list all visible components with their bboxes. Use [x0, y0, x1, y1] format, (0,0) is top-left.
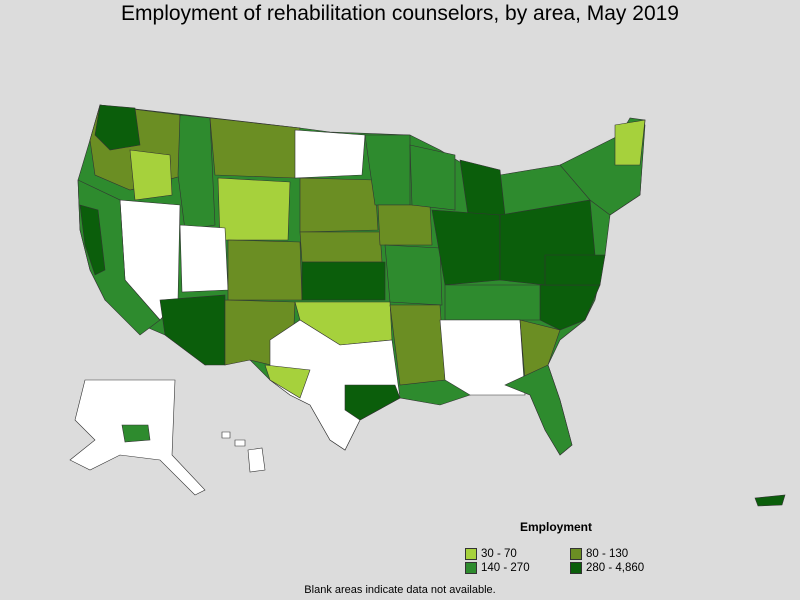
legend-label: 30 - 70 [481, 548, 517, 560]
region-oregon-east [129, 149, 173, 201]
region-virginia-md [544, 254, 606, 286]
footnote: Blank areas indicate data not available. [304, 584, 496, 596]
region-hawaii-3 [247, 447, 266, 473]
region-wyoming [217, 177, 291, 241]
region-texas-west [264, 364, 311, 399]
region-dakotas [299, 177, 379, 233]
region-alaska-south [121, 424, 151, 443]
region-texas [269, 319, 401, 451]
region-michigan [459, 159, 506, 216]
region-washington-west [94, 104, 141, 151]
region-hawaii-1 [221, 431, 231, 439]
map-legend: Employment 30 - 70 80 - 130 140 - 270 28… [460, 520, 660, 580]
legend-item-280-4860: 280 - 4,860 [570, 562, 644, 574]
region-wisconsin [409, 144, 456, 211]
legend-title: Employment [520, 520, 593, 534]
legend-item-80-130: 80 - 130 [570, 548, 628, 560]
legend-label: 280 - 4,860 [586, 562, 645, 574]
legend-label: 80 - 130 [586, 548, 629, 560]
region-iowa [377, 204, 433, 246]
region-idaho [177, 114, 216, 231]
region-arkansas-louisiana [389, 304, 446, 386]
region-florida [504, 364, 573, 456]
region-nebraska [299, 231, 383, 263]
region-california-coast [79, 204, 106, 276]
legend-swatch [570, 562, 582, 574]
region-montana [209, 117, 301, 179]
region-mississippi-alabama [439, 319, 526, 396]
region-maine [614, 119, 646, 166]
region-puerto-rico [754, 494, 786, 507]
legend-swatch [465, 548, 477, 560]
region-kansas [301, 261, 386, 301]
region-colorado [227, 239, 303, 301]
legend-swatch [465, 562, 477, 574]
legend-item-140-270: 140 - 270 [465, 562, 530, 574]
region-montana-east [294, 129, 366, 179]
legend-swatch [570, 548, 582, 560]
region-texas-east [344, 384, 401, 421]
region-missouri [384, 244, 443, 306]
legend-label: 140 - 270 [481, 562, 530, 574]
legend-item-30-70: 30 - 70 [465, 548, 517, 560]
region-arizona [159, 294, 226, 366]
map-title: Employment of rehabilitation counselors,… [121, 2, 679, 25]
region-utah [179, 224, 229, 293]
region-kentucky-tennessee [444, 284, 546, 321]
region-hawaii-2 [234, 439, 246, 447]
